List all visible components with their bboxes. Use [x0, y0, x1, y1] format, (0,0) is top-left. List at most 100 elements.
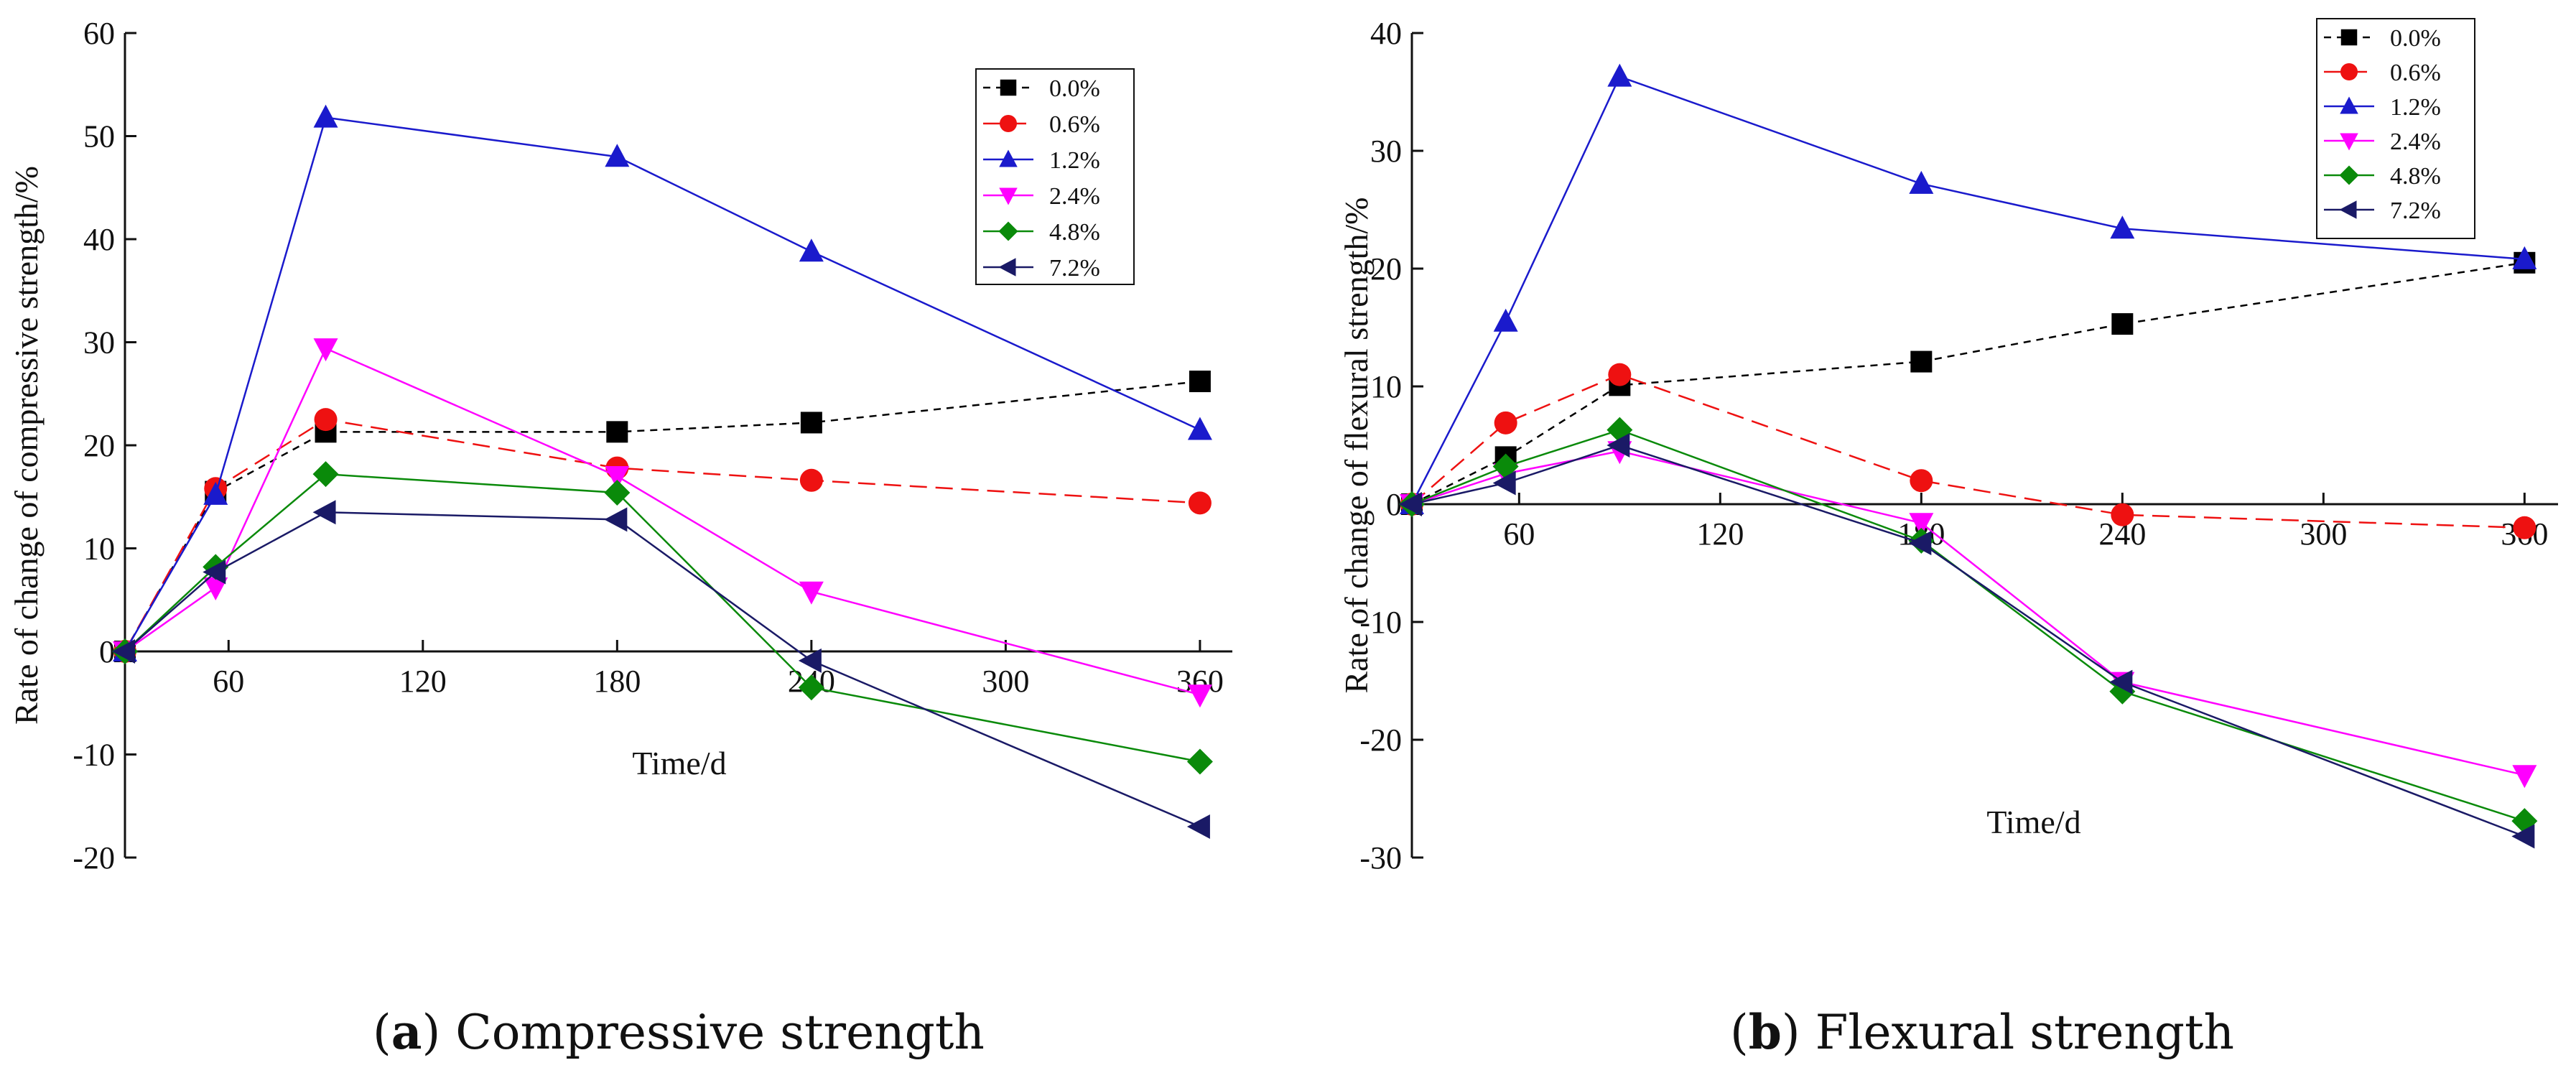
y-tick-label: 0: [1386, 487, 1402, 522]
data-point: [1494, 411, 1517, 435]
y-tick-label: 30: [1370, 134, 1402, 169]
data-point: [798, 648, 822, 673]
data-point: [1188, 491, 1212, 515]
series-line: [124, 116, 1201, 652]
data-point: [606, 421, 628, 443]
legend-marker: [2340, 29, 2358, 46]
data-point: [1187, 684, 1212, 708]
x-axis-label: Time/d: [632, 745, 726, 781]
y-axis-label: Rate of change of compressive strength/%: [8, 166, 45, 725]
legend-label: 2.4%: [1049, 183, 1100, 210]
data-point: [1910, 469, 1933, 493]
data-point: [1909, 513, 1934, 536]
data-point: [799, 468, 823, 492]
legend-marker: [2339, 200, 2357, 219]
caption-close-paren: ): [422, 1005, 456, 1060]
caption-letter: b: [1749, 1004, 1782, 1060]
legend-label: 0.0%: [2390, 25, 2441, 52]
legend-label: 4.8%: [1049, 219, 1100, 246]
series-4.8%: [1399, 417, 2538, 835]
data-point: [314, 408, 338, 432]
series-0.0%: [114, 371, 1211, 662]
data-point: [1909, 170, 1934, 194]
x-axis-label: Time/d: [1986, 804, 2080, 840]
legend-marker: [999, 187, 1018, 205]
x-tick-label: 120: [1696, 516, 1744, 552]
legend-marker: [2340, 96, 2358, 114]
caption-open-paren: (: [1730, 1005, 1749, 1060]
caption-close-paren: ): [1782, 1005, 1815, 1060]
series-7.2%: [1399, 433, 2535, 849]
x-tick-label: 60: [1503, 516, 1535, 552]
legend: 0.0% 0.6% 1.2% 2.4% 4.8% 7.2%: [975, 68, 1135, 285]
panel-caption: (a) Compressive strength: [373, 1004, 985, 1060]
legend-label: 2.4%: [2390, 129, 2441, 155]
legend-marker: [998, 258, 1016, 277]
y-tick-label: -20: [1359, 723, 1402, 758]
legend-label: 7.2%: [2390, 198, 2441, 224]
legend-marker: [998, 221, 1018, 241]
legend-box: [975, 68, 1135, 285]
y-tick-label: -20: [73, 840, 115, 875]
legend-label: 0.6%: [2390, 60, 2441, 86]
data-point: [1607, 63, 1632, 87]
y-tick-label: 30: [83, 325, 115, 361]
legend-label: 0.0%: [1049, 75, 1100, 102]
legend-label: 1.2%: [2390, 94, 2441, 121]
caption-text: Compressive strength: [455, 1005, 985, 1060]
data-point: [2513, 516, 2537, 539]
panel-caption: (b) Flexural strength: [1730, 1004, 2234, 1060]
chart-b: -30-20-1001020304060120180240300360Time/…: [1338, 16, 2558, 1060]
legend-marker: [999, 149, 1018, 167]
data-point: [313, 338, 338, 362]
data-point: [1189, 371, 1211, 393]
x-tick-label: 60: [213, 664, 244, 699]
data-point: [1908, 531, 1932, 556]
y-tick-label: 10: [83, 531, 115, 567]
legend-label: 7.2%: [1049, 255, 1100, 282]
legend-marker: [2340, 63, 2358, 80]
data-point: [1493, 308, 1518, 332]
data-point: [2109, 669, 2133, 695]
data-point: [605, 466, 630, 490]
legend-marker: [1000, 79, 1017, 96]
legend-marker: [1000, 115, 1017, 132]
y-tick-label: -10: [1359, 605, 1402, 640]
series-0.0%: [1401, 251, 2536, 515]
series-line: [1411, 373, 2525, 529]
chart-a: -20-10010203040506060120180240300360Time…: [8, 16, 1232, 1060]
data-point: [605, 144, 630, 167]
legend-label: 4.8%: [2390, 163, 2441, 190]
series-0.6%: [1400, 363, 2537, 539]
series-0.6%: [113, 408, 1212, 663]
data-point: [2512, 765, 2537, 789]
y-tick-label: -30: [1359, 840, 1402, 875]
data-point: [1606, 433, 1630, 457]
data-point: [1492, 470, 1516, 496]
data-point: [312, 500, 336, 525]
legend-box: [2316, 18, 2475, 239]
data-point: [1608, 363, 1632, 386]
data-point: [203, 559, 226, 585]
y-tick-label: 20: [1370, 251, 1402, 287]
series-line: [1411, 450, 2525, 776]
legend-marker: [2340, 133, 2358, 151]
caption-open-paren: (: [373, 1005, 391, 1060]
series-line: [1411, 261, 2525, 506]
series-line: [1410, 75, 2525, 505]
data-point: [1186, 814, 1210, 839]
series-line: [1411, 444, 2525, 837]
data-point: [799, 238, 824, 262]
data-point: [2111, 503, 2134, 526]
series-line: [124, 418, 1200, 652]
x-tick-label: 180: [593, 664, 641, 699]
caption-letter: a: [391, 1004, 422, 1060]
data-point: [2110, 215, 2135, 239]
data-point: [800, 412, 822, 434]
data-point: [604, 507, 628, 532]
y-tick-label: 50: [83, 119, 115, 154]
series-4.8%: [112, 461, 1213, 775]
data-point: [312, 461, 339, 488]
data-point: [203, 481, 228, 505]
